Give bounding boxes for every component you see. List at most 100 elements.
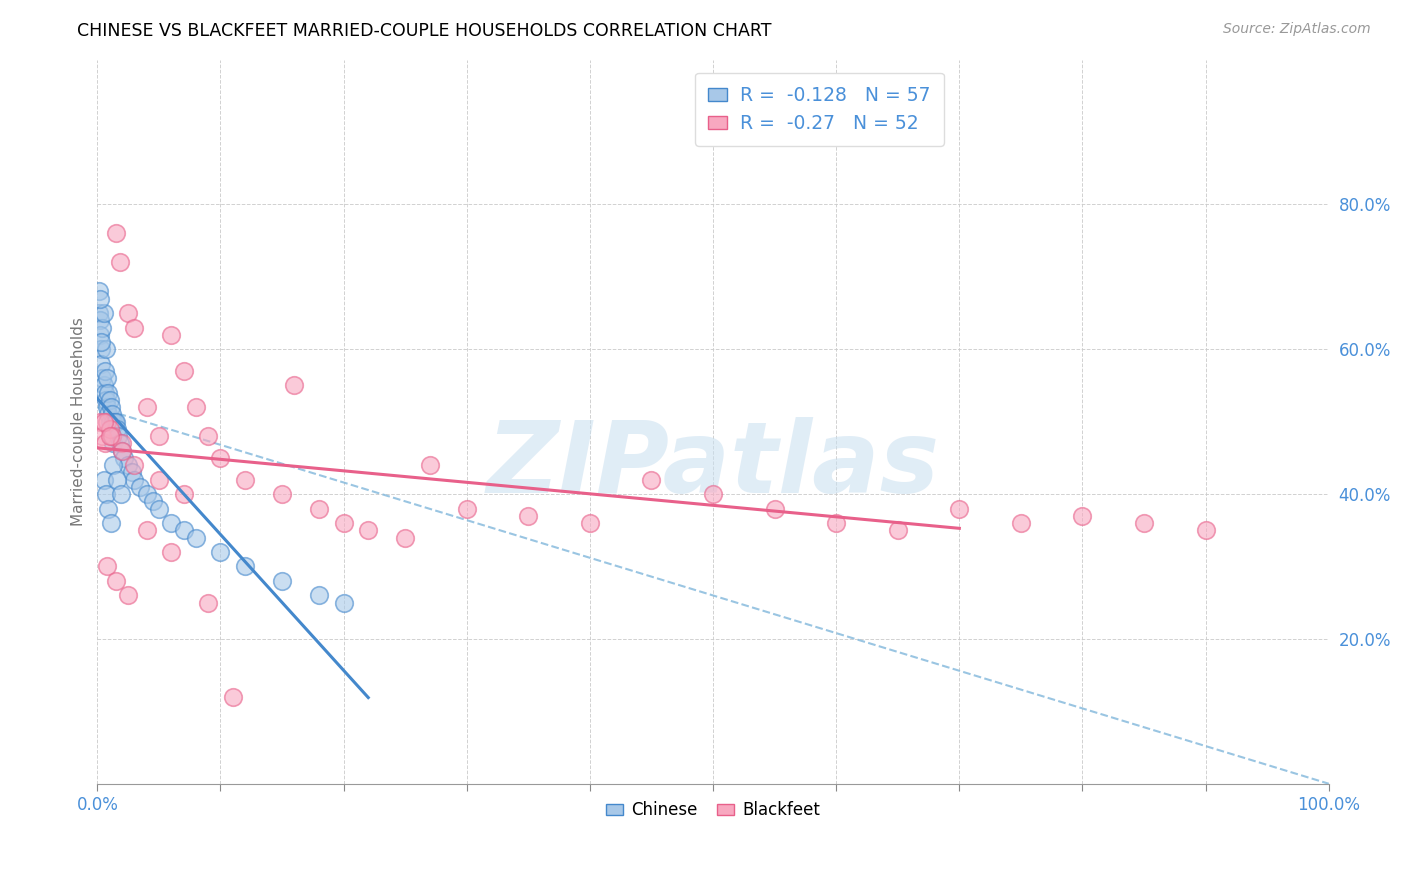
Point (117, 458, 139, 472)
Point (209, 545, 232, 559)
Point (94, 343, 117, 357)
Point (91, 320, 114, 334)
Point (89, 292, 111, 306)
Point (197, 596, 219, 610)
Point (105, 422, 128, 436)
Point (111, 436, 134, 450)
Point (101, 429, 124, 443)
Legend: Chinese, Blackfeet: Chinese, Blackfeet (599, 795, 827, 826)
Point (108, 436, 131, 450)
Point (93, 364, 115, 378)
Y-axis label: Married-couple Households: Married-couple Households (72, 318, 86, 526)
Point (517, 508, 540, 523)
Point (184, 400, 207, 414)
Point (101, 408, 124, 422)
Point (98, 429, 121, 443)
Point (94, 392, 117, 407)
Point (948, 501, 970, 516)
Point (87, 285, 110, 299)
Point (135, 523, 157, 537)
Point (233, 473, 256, 487)
Point (308, 501, 330, 516)
Point (100, 400, 122, 414)
Point (419, 458, 441, 472)
Point (91, 429, 114, 443)
Point (93, 436, 115, 450)
Text: CHINESE VS BLACKFEET MARRIED-COUPLE HOUSEHOLDS CORRELATION CHART: CHINESE VS BLACKFEET MARRIED-COUPLE HOUS… (77, 22, 772, 40)
Point (89, 415, 111, 429)
Point (94, 487, 117, 501)
Point (96, 415, 118, 429)
Point (105, 473, 128, 487)
Point (96, 559, 118, 574)
Point (173, 364, 195, 378)
Point (97, 385, 120, 400)
Text: ZIPatlas: ZIPatlas (486, 417, 939, 514)
Point (579, 516, 602, 530)
Point (89, 327, 111, 342)
Point (702, 487, 724, 501)
Point (763, 501, 786, 516)
Point (148, 473, 170, 487)
Point (1010, 516, 1032, 530)
Point (160, 516, 183, 530)
Point (97, 501, 120, 516)
Point (110, 487, 132, 501)
Point (640, 473, 662, 487)
Point (394, 531, 416, 545)
Text: Source: ZipAtlas.com: Source: ZipAtlas.com (1223, 22, 1371, 37)
Point (117, 589, 139, 603)
Point (98, 415, 121, 429)
Point (1194, 523, 1216, 537)
Point (91, 371, 114, 385)
Point (160, 327, 183, 342)
Point (148, 501, 170, 516)
Point (124, 473, 146, 487)
Point (103, 436, 125, 450)
Point (98, 392, 121, 407)
Point (104, 574, 127, 588)
Point (103, 415, 125, 429)
Point (87, 306, 110, 320)
Point (233, 559, 256, 574)
Point (93, 473, 115, 487)
Point (357, 523, 380, 537)
Point (108, 255, 131, 269)
Point (93, 306, 115, 320)
Point (271, 574, 294, 588)
Point (89, 313, 111, 327)
Point (173, 487, 195, 501)
Point (1071, 508, 1094, 523)
Point (104, 415, 127, 429)
Point (124, 320, 146, 334)
Point (103, 458, 125, 472)
Point (93, 415, 115, 429)
Point (90, 334, 112, 349)
Point (148, 429, 170, 443)
Point (114, 450, 136, 465)
Point (825, 516, 848, 530)
Point (100, 422, 122, 436)
Point (111, 443, 134, 458)
Point (135, 487, 157, 501)
Point (173, 523, 195, 537)
Point (222, 690, 245, 704)
Point (104, 227, 127, 241)
Point (121, 466, 143, 480)
Point (332, 516, 354, 530)
Point (129, 480, 152, 494)
Point (90, 343, 112, 357)
Point (96, 400, 118, 414)
Point (93, 385, 115, 400)
Point (1133, 516, 1156, 530)
Point (332, 596, 354, 610)
Point (197, 429, 219, 443)
Point (97, 408, 120, 422)
Point (98, 422, 121, 436)
Point (124, 458, 146, 472)
Point (100, 516, 122, 530)
Point (271, 487, 294, 501)
Point (90, 357, 112, 371)
Point (111, 443, 134, 458)
Point (107, 429, 129, 443)
